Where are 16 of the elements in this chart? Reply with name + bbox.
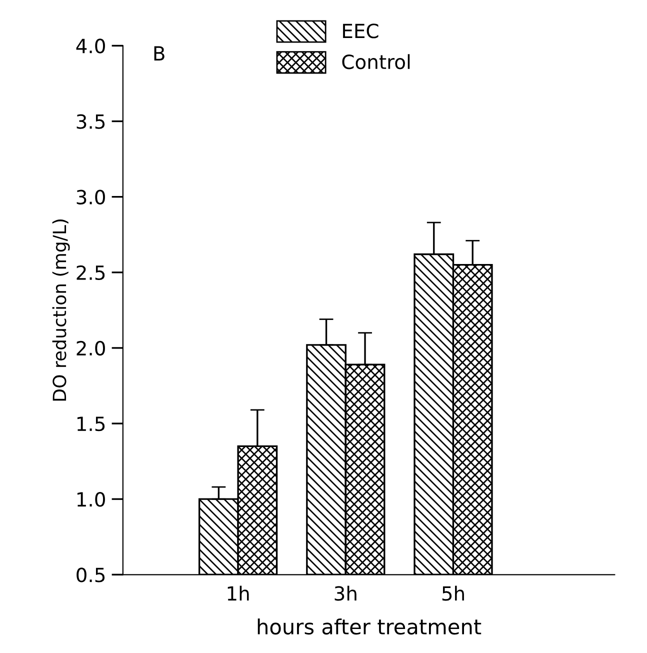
legend-label: Control — [342, 54, 410, 70]
y-tick-label: 1.5 — [77, 416, 105, 432]
y-tick-label: 3.0 — [76, 190, 105, 204]
y-tick-label: 1.0 — [77, 492, 105, 507]
x-tick-label: 5h — [442, 586, 464, 601]
text: B — [154, 46, 164, 60]
y-tick-label: 3.5 — [76, 114, 105, 129]
x-tick-label: 3h — [334, 586, 356, 601]
y-tick-label: 0.5 — [76, 568, 105, 582]
x-tick-label: 1h — [228, 586, 249, 601]
legend-label: EEC — [343, 24, 378, 38]
y-axis-title: DO reduction (mg/L) — [52, 220, 70, 401]
y-tick-label: 4.0 — [76, 38, 105, 54]
y-tick-label: 2.5 — [76, 265, 105, 280]
y-tick-label: 2.0 — [76, 340, 105, 356]
x-axis-title: hours after treatment — [258, 618, 482, 635]
